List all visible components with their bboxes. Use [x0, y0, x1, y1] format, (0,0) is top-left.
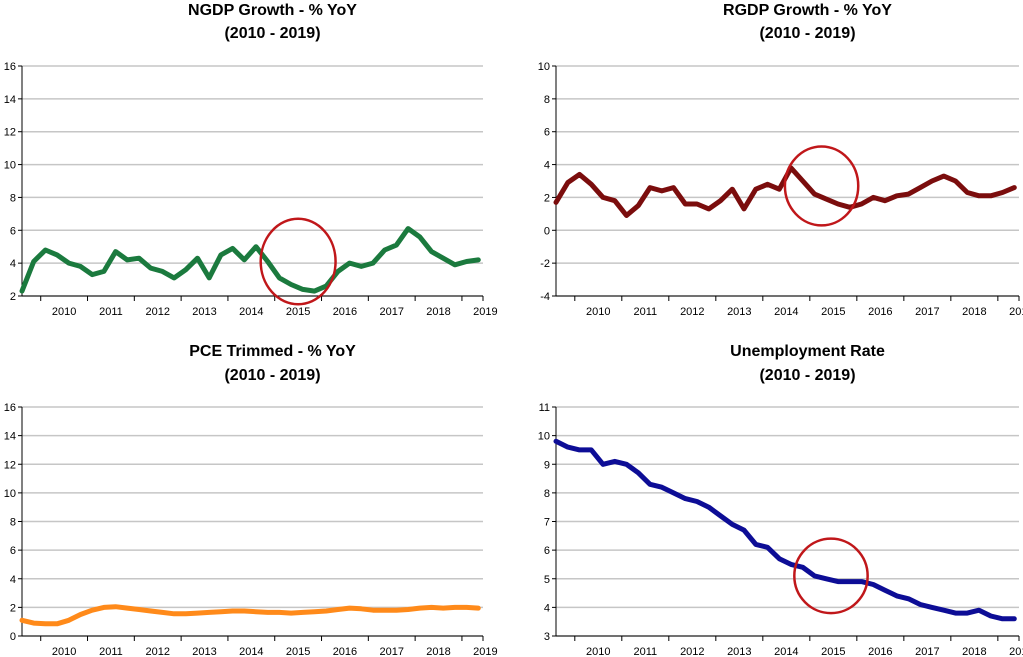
x-tick-label: 2013 [727, 646, 751, 657]
highlight-circle [783, 145, 860, 227]
chart-unemployment-svg: Unemployment Rate (2010 - 2019) 3 4 5 6 7 8 9 10 1… [538, 343, 1023, 657]
x-tick-label: 2011 [633, 646, 657, 657]
x-tick-label: 2010 [586, 306, 610, 318]
x-tick-label: 2012 [680, 306, 704, 318]
chart-ngdp-growth: NGDP Growth - % YoY (2010 - 2019) 2 4 6 8 10 12… [0, 0, 511, 325]
x-tick-label: 2012 [680, 646, 704, 657]
y-tick-label: 0 [544, 225, 550, 237]
highlight-circle [793, 537, 869, 615]
x-tick-label: 2015 [286, 646, 310, 657]
x-tick-label: 2013 [192, 646, 216, 657]
highlight-circle [259, 217, 337, 306]
y-tick-label: 3 [544, 631, 550, 643]
series-line [19, 604, 481, 627]
y-tick-label: 0 [10, 631, 16, 643]
x-tick-label: 2016 [333, 646, 357, 657]
x-tick-label: 2010 [586, 646, 610, 657]
y-tick-label: 6 [10, 225, 16, 237]
chart-title: PCE Trimmed - % YoY [189, 343, 356, 360]
y-tick-label: 10 [4, 488, 16, 500]
x-tick-label: 2014 [774, 306, 798, 318]
x-tick-label: 2010 [52, 306, 76, 318]
x-tick-label: 2018 [426, 646, 450, 657]
x-tick-label: 2016 [333, 306, 357, 318]
x-tick-label: 2018 [962, 306, 986, 318]
chart-subtitle: (2010 - 2019) [224, 25, 320, 42]
y-tick-label: 9 [544, 459, 550, 471]
x-tick-label: 2017 [379, 646, 403, 657]
x-tick-label: 2014 [774, 646, 798, 657]
y-tick-label: 8 [544, 488, 550, 500]
x-tick-label: 2015 [821, 646, 845, 657]
y-tick-label: 10 [4, 160, 16, 172]
x-tick-label: 2015 [286, 306, 310, 318]
series-line [553, 438, 1017, 622]
x-tick-label: 2011 [633, 306, 657, 318]
y-tick-label: 6 [10, 545, 16, 557]
x-tick-label: 2019 [1009, 306, 1023, 318]
y-tick-label: 10 [538, 61, 550, 73]
y-tick-label: 14 [4, 94, 16, 106]
chart-title: RGDP Growth - % YoY [723, 2, 892, 19]
chart-pce-trimmed: PCE Trimmed - % YoY (2010 - 2019) 0 2 4 6 8 10 1… [0, 330, 511, 657]
y-tick-label: 2 [10, 602, 16, 614]
chart-title: NGDP Growth - % YoY [188, 2, 357, 19]
x-tick-label: 2019 [473, 306, 497, 318]
x-tick-label: 2018 [426, 306, 450, 318]
y-tick-label: 4 [10, 258, 16, 270]
y-tick-label: 4 [544, 160, 550, 172]
chart-subtitle: (2010 - 2019) [759, 25, 855, 42]
chart-ngdp-svg: NGDP Growth - % YoY (2010 - 2019) 2 4 6 8 10 12… [4, 2, 498, 318]
y-tick-label: 8 [10, 192, 16, 204]
y-tick-label: 2 [544, 192, 550, 204]
y-tick-label: 4 [544, 602, 550, 614]
chart-unemployment-rate: Unemployment Rate (2010 - 2019) 3 4 5 6 7 8 9 10 1… [512, 330, 1023, 657]
y-tick-label: 8 [10, 517, 16, 529]
y-tick-label: 10 [538, 431, 550, 443]
y-tick-label: 14 [4, 431, 16, 443]
chart-title: Unemployment Rate [730, 343, 885, 360]
y-tick-label: -2 [540, 258, 550, 270]
y-tick-label: 16 [4, 402, 16, 414]
x-tick-label: 2016 [868, 646, 892, 657]
chart-rgdp-svg: RGDP Growth - % YoY (2010 - 2019) -4 -2 0 2 4 6… [538, 2, 1023, 318]
x-tick-label: 2017 [915, 646, 939, 657]
chart-rgdp-growth: RGDP Growth - % YoY (2010 - 2019) -4 -2 0 2 4 6… [512, 0, 1023, 325]
x-tick-label: 2016 [868, 306, 892, 318]
series-line [19, 226, 481, 294]
x-tick-label: 2014 [239, 646, 263, 657]
x-tick-label: 2019 [1009, 646, 1023, 657]
y-tick-label: -4 [540, 291, 550, 303]
x-tick-label: 2018 [962, 646, 986, 657]
x-tick-label: 2015 [821, 306, 845, 318]
x-tick-label: 2010 [52, 646, 76, 657]
chart-subtitle: (2010 - 2019) [759, 367, 855, 384]
x-tick-label: 2017 [915, 306, 939, 318]
y-tick-label: 2 [10, 291, 16, 303]
x-tick-label: 2012 [145, 306, 169, 318]
chart-subtitle: (2010 - 2019) [224, 367, 320, 384]
x-tick-label: 2011 [99, 306, 123, 318]
x-tick-label: 2019 [473, 646, 497, 657]
y-tick-label: 6 [544, 127, 550, 139]
y-tick-label: 8 [544, 94, 550, 106]
chart-pce-svg: PCE Trimmed - % YoY (2010 - 2019) 0 2 4 6 8 10 1… [4, 343, 498, 657]
x-tick-label: 2011 [99, 646, 123, 657]
x-tick-label: 2014 [239, 306, 263, 318]
y-tick-label: 7 [544, 517, 550, 529]
x-tick-label: 2013 [727, 306, 751, 318]
x-tick-label: 2012 [145, 646, 169, 657]
y-tick-label: 11 [539, 402, 550, 414]
y-tick-label: 6 [544, 545, 550, 557]
x-tick-label: 2013 [192, 306, 216, 318]
y-tick-label: 5 [544, 574, 550, 586]
x-tick-label: 2017 [379, 306, 403, 318]
y-tick-label: 12 [4, 459, 16, 471]
y-tick-label: 16 [4, 61, 16, 73]
y-tick-label: 4 [10, 574, 16, 586]
y-tick-label: 12 [4, 127, 16, 139]
